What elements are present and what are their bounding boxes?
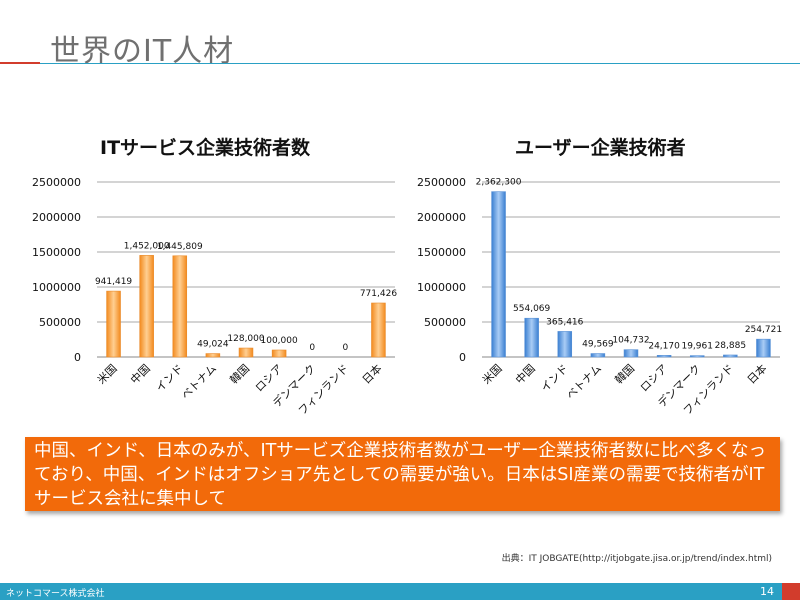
data-label: 24,170 bbox=[648, 341, 680, 351]
footer-company-name: ネットコマース株式会社 bbox=[6, 589, 105, 599]
bar bbox=[139, 255, 154, 358]
data-label: 254,721 bbox=[745, 325, 782, 335]
y-tick-label: 0 bbox=[459, 351, 466, 364]
y-tick-label: 1500000 bbox=[32, 246, 81, 259]
data-label: 365,416 bbox=[546, 317, 583, 327]
y-tick-label: 1500000 bbox=[417, 246, 466, 259]
bar bbox=[371, 302, 386, 358]
source-note: 出典：IT JOBGATE(http://itjobgate.jisa.or.j… bbox=[501, 554, 772, 564]
bar bbox=[723, 354, 738, 358]
user-company-engineers-chart: 0 500000 1000000 1500000 2000000 2500000 2,362… bbox=[417, 176, 782, 418]
data-label: 1,445,809 bbox=[157, 242, 203, 252]
chart-title-it-service: ITサービス企業技術者数 bbox=[100, 137, 311, 159]
category-label: 韓国 bbox=[612, 362, 637, 387]
bar bbox=[557, 331, 573, 358]
data-label: 771,426 bbox=[360, 289, 397, 299]
y-tick-label: 500000 bbox=[424, 316, 466, 329]
y-tick-label: 2000000 bbox=[32, 211, 81, 224]
it-service-engineers-chart: 0 500000 1000000 1500000 2000000 2500000 941,4… bbox=[32, 176, 397, 418]
bar bbox=[689, 355, 705, 358]
page-number: 14 bbox=[760, 585, 774, 598]
data-label: 1,452,000 bbox=[124, 241, 170, 251]
data-label: 0 bbox=[342, 343, 348, 353]
data-label: 554,069 bbox=[513, 304, 550, 314]
category-label: 日本 bbox=[359, 361, 384, 386]
title-accent-line bbox=[0, 62, 40, 64]
data-label: 19,961 bbox=[681, 342, 713, 352]
category-label: 中国 bbox=[128, 362, 153, 387]
title-divider bbox=[40, 63, 800, 64]
bar bbox=[271, 349, 287, 358]
bar bbox=[623, 349, 639, 358]
category-label: 米国 bbox=[95, 362, 120, 387]
category-label: 中国 bbox=[513, 362, 538, 387]
y-tick-label: 1000000 bbox=[32, 281, 81, 294]
category-label: 韓国 bbox=[227, 362, 252, 387]
bar bbox=[172, 255, 188, 358]
data-label: 104,732 bbox=[612, 336, 649, 346]
data-label: 128,000 bbox=[227, 334, 264, 344]
data-label: 941,419 bbox=[95, 277, 132, 287]
y-tick-label: 0 bbox=[74, 351, 81, 364]
category-label: 日本 bbox=[744, 361, 769, 386]
bar bbox=[491, 191, 506, 358]
y-tick-label: 500000 bbox=[39, 316, 81, 329]
y-tick-label: 2500000 bbox=[417, 176, 466, 189]
data-label: 28,885 bbox=[715, 341, 747, 351]
y-tick-label: 2000000 bbox=[417, 211, 466, 224]
bar bbox=[238, 347, 254, 358]
bar bbox=[106, 290, 121, 358]
category-label: 米国 bbox=[480, 362, 505, 387]
bar bbox=[656, 355, 672, 358]
footer-accent bbox=[782, 583, 800, 600]
y-tick-label: 2500000 bbox=[32, 176, 81, 189]
chart-title-user-company: ユーザー企業技術者 bbox=[515, 137, 686, 159]
category-label: ベトナム bbox=[564, 362, 604, 402]
y-tick-label: 1000000 bbox=[417, 281, 466, 294]
bar bbox=[756, 338, 771, 358]
data-label: 0 bbox=[309, 343, 315, 353]
category-label: ベトナム bbox=[179, 362, 219, 402]
bar bbox=[524, 317, 539, 358]
bar bbox=[205, 353, 221, 358]
data-label: 49,569 bbox=[582, 340, 614, 350]
summary-callout: 中国、インド、日本のみが、ITサービズ企業技術者数がユーザー企業技術者数に比べ多… bbox=[25, 437, 780, 511]
data-label: 49,024 bbox=[197, 340, 229, 350]
bar bbox=[590, 353, 606, 358]
data-label: 100,000 bbox=[261, 336, 298, 346]
data-label: 2,362,300 bbox=[476, 178, 522, 188]
footer-bar bbox=[0, 583, 800, 600]
